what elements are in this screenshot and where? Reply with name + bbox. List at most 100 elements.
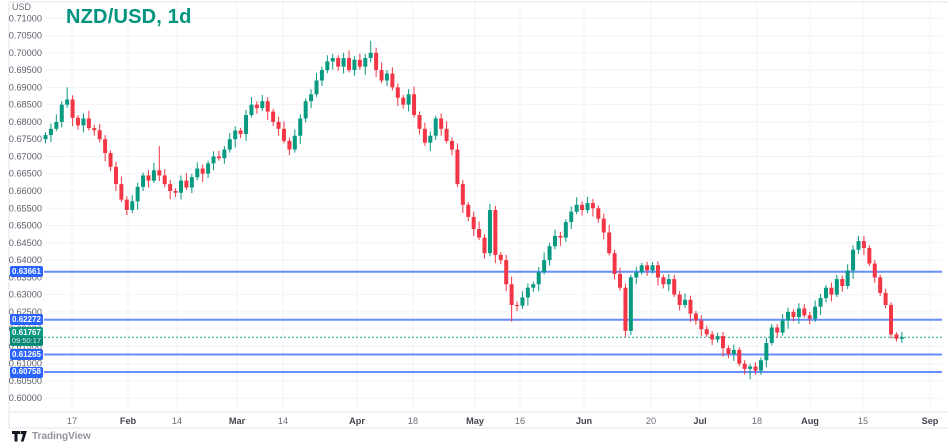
time-axis-label[interactable]: 14 <box>278 416 288 426</box>
candle-body <box>813 306 818 319</box>
candle <box>368 40 373 63</box>
price-axis-label[interactable]: 0.68000 <box>9 117 42 127</box>
candle-body <box>455 149 460 185</box>
price-axis-label[interactable]: 0.65000 <box>9 221 42 231</box>
candle-body <box>281 128 286 141</box>
time-axis-label[interactable]: Feb <box>120 416 137 426</box>
candle-body <box>677 294 682 305</box>
candle <box>813 300 818 322</box>
time-axis-label[interactable]: Jun <box>576 416 593 426</box>
candle <box>390 67 395 91</box>
candle <box>775 323 780 339</box>
candle <box>558 231 563 246</box>
candle-body <box>693 313 698 321</box>
candle <box>103 135 108 162</box>
candle-body <box>249 104 254 116</box>
time-axis-label[interactable]: 15 <box>858 416 868 426</box>
candle <box>162 169 167 188</box>
candle <box>677 291 682 311</box>
time-axis-label[interactable]: Jul <box>693 416 706 426</box>
price-axis-label[interactable]: 0.70500 <box>9 31 42 41</box>
candle <box>330 53 335 70</box>
price-axis-label[interactable]: 0.65500 <box>9 203 42 213</box>
candle-body <box>401 97 406 105</box>
candle-body <box>525 287 530 298</box>
candle-body <box>493 209 498 255</box>
price-axis-label[interactable]: 0.61500 <box>9 341 42 351</box>
time-axis-label[interactable]: Sep <box>922 416 939 426</box>
time-axis-label[interactable]: 14 <box>172 416 182 426</box>
time-axis-label[interactable]: 18 <box>752 416 762 426</box>
candle-body <box>184 180 189 188</box>
candle <box>650 262 655 274</box>
candle-body <box>466 204 471 217</box>
price-axis-label[interactable]: 0.69500 <box>9 65 42 75</box>
time-axis-label[interactable]: Aug <box>801 416 819 426</box>
time-axis-label[interactable]: Apr <box>349 416 365 426</box>
candle-body <box>162 175 167 185</box>
time-axis-label[interactable]: Mar <box>229 416 246 426</box>
candle-body <box>618 273 623 288</box>
candle <box>173 188 178 197</box>
price-axis-label[interactable]: 0.63000 <box>9 290 42 300</box>
candle <box>623 283 628 338</box>
last-price-value: 0.61767 <box>12 328 41 338</box>
time-axis-label[interactable]: 16 <box>515 416 525 426</box>
candle-body <box>645 265 650 271</box>
price-level-badge[interactable]: 0.61265 <box>10 349 43 361</box>
candle <box>666 273 671 292</box>
candle <box>422 122 427 146</box>
last-price-badge[interactable]: 0.61767 09:50:17 <box>10 327 43 347</box>
candle-body <box>861 241 866 248</box>
candle <box>688 295 693 322</box>
price-level-badge[interactable]: 0.63661 <box>10 266 43 278</box>
candle <box>395 83 400 107</box>
time-axis-label[interactable]: 18 <box>408 416 418 426</box>
price-axis-label[interactable]: 0.66000 <box>9 186 42 196</box>
time-axis-label[interactable]: 20 <box>646 416 656 426</box>
candle <box>276 116 281 136</box>
candle-body <box>254 104 259 109</box>
candle <box>758 357 763 375</box>
candle-body <box>731 349 736 355</box>
price-axis-label[interactable]: 0.67000 <box>9 151 42 161</box>
price-axis-label[interactable]: 0.60000 <box>9 393 42 403</box>
candle-body <box>823 287 828 299</box>
price-axis-label[interactable]: 0.70000 <box>9 48 42 58</box>
price-axis-label[interactable]: 0.67500 <box>9 134 42 144</box>
candle <box>287 137 292 156</box>
candle-body <box>672 279 677 295</box>
price-axis-label[interactable]: 0.63500 <box>9 272 42 282</box>
candle <box>552 229 557 250</box>
price-axis-label[interactable]: 0.68500 <box>9 100 42 110</box>
candle <box>455 143 460 188</box>
candle <box>135 182 140 210</box>
time-axis-label[interactable]: 17 <box>67 416 77 426</box>
price-level-badge[interactable]: 0.60758 <box>10 366 43 378</box>
candle-body <box>574 204 579 212</box>
candle-body <box>352 59 357 71</box>
candle-body <box>498 254 503 261</box>
price-level-badge[interactable]: 0.62272 <box>10 314 43 326</box>
candle <box>43 132 48 144</box>
candle <box>796 303 801 324</box>
price-axis-label[interactable]: 0.64500 <box>9 238 42 248</box>
candle <box>54 114 59 132</box>
price-axis-label[interactable]: 0.66500 <box>9 169 42 179</box>
time-axis-label[interactable]: May <box>466 416 485 426</box>
price-axis-label[interactable]: 0.62500 <box>9 307 42 317</box>
price-axis-label[interactable]: 0.64000 <box>9 255 42 265</box>
candle-body <box>384 73 389 81</box>
tradingview-attribution-link[interactable]: TradingView <box>12 431 91 442</box>
candle <box>471 211 476 236</box>
price-axis-label[interactable]: 0.69000 <box>9 82 42 92</box>
candle <box>460 179 465 214</box>
price-axis-label[interactable]: 0.71000 <box>9 13 42 23</box>
candle-body <box>580 204 585 210</box>
price-axis-label[interactable]: 0.60500 <box>9 376 42 386</box>
price-axis-label[interactable]: 0.61000 <box>9 359 42 369</box>
candle-body <box>168 184 173 191</box>
candle <box>878 274 883 297</box>
